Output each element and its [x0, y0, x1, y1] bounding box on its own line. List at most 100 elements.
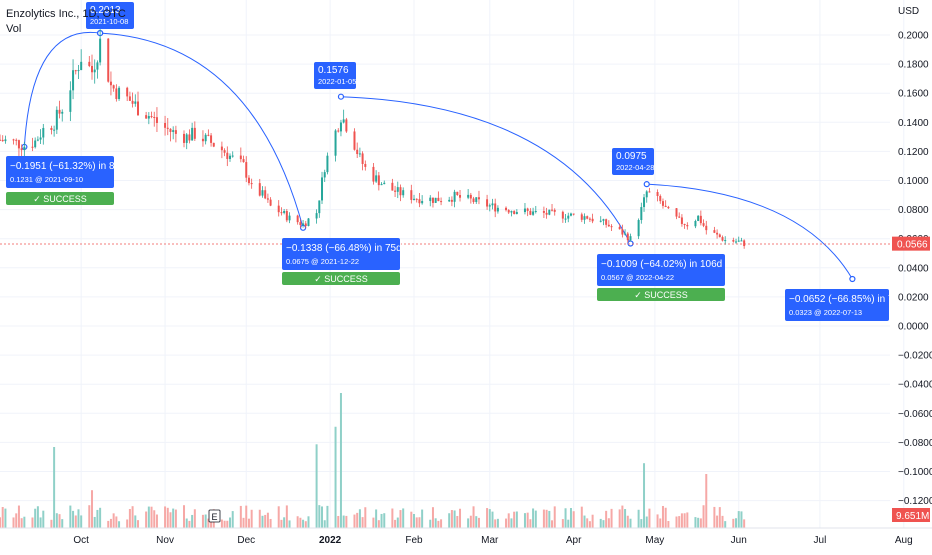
volume-bar — [421, 509, 424, 528]
volume-bar — [551, 520, 554, 528]
volume-bar — [339, 393, 342, 528]
candle-body — [183, 133, 186, 143]
candle-body — [296, 215, 299, 223]
candle-body — [572, 213, 575, 215]
volume-bar — [377, 520, 380, 528]
volume-bar — [353, 514, 356, 528]
projection-anchor-point[interactable] — [643, 181, 650, 188]
drawdown-result-box[interactable] — [282, 238, 400, 270]
time-tick-label: Nov — [156, 535, 174, 546]
candle-body — [605, 219, 608, 225]
volume-bar — [469, 515, 472, 528]
volume-bar — [542, 509, 545, 528]
volume-bar — [188, 520, 191, 528]
drawdown-target-text: 0.1231 @ 2021-09-10 — [10, 175, 83, 184]
candle-body — [42, 127, 45, 138]
drawdown-result-text: −0.1951 (−61.32%) in 88d — [10, 161, 126, 172]
candle-body — [440, 201, 443, 203]
volume-bar — [50, 519, 53, 528]
candle-body — [624, 233, 627, 235]
success-badge-text: ✓ SUCCESS — [314, 274, 368, 284]
drawdown-result-box[interactable] — [597, 254, 725, 286]
candle-body — [637, 220, 640, 237]
candle-body — [375, 175, 378, 182]
projection-target-point[interactable] — [627, 240, 634, 247]
volume-bar — [191, 514, 194, 528]
volume-bar — [131, 506, 134, 528]
candle-body — [153, 116, 156, 118]
candle-body — [529, 210, 532, 215]
candle-body — [515, 212, 518, 215]
volume-bar — [456, 515, 459, 528]
peak-label-box[interactable] — [86, 2, 134, 29]
candle-body — [645, 191, 648, 198]
candle-body — [532, 211, 535, 215]
candle-body — [507, 210, 510, 213]
candle-body — [323, 172, 326, 178]
volume-bar — [618, 509, 621, 528]
candle-body — [193, 127, 196, 139]
volume-bar — [174, 509, 177, 528]
candle-body — [361, 153, 364, 164]
volume-bar — [680, 513, 683, 528]
candle-body — [172, 130, 175, 132]
volume-bar — [145, 511, 148, 528]
candle-body — [210, 135, 213, 143]
volume-bar — [118, 521, 121, 528]
volume-bar — [1, 507, 4, 528]
volume-bar — [431, 507, 434, 528]
volume-bar — [153, 510, 156, 528]
volume-bar — [621, 505, 624, 528]
candle-body — [510, 211, 513, 213]
candle-body — [699, 215, 702, 224]
candle-body — [456, 191, 459, 196]
drawdown-result-box[interactable] — [785, 289, 889, 321]
volume-bar — [732, 518, 735, 528]
candle-body — [599, 220, 602, 222]
candle-body — [415, 198, 418, 200]
earnings-marker-icon[interactable] — [208, 509, 221, 523]
volume-bar — [513, 511, 516, 528]
volume-bar — [183, 505, 186, 528]
volume-bar — [721, 515, 724, 528]
peak-price-text: 0.2013 — [90, 5, 121, 16]
price-tick-label: 0.0200 — [898, 292, 929, 303]
candle-body — [494, 203, 497, 212]
volume-bar — [326, 505, 329, 528]
candle-body — [137, 101, 140, 116]
last-price-badge — [892, 236, 930, 251]
candle-body — [467, 194, 470, 198]
drawdown-projection-curve — [340, 96, 631, 244]
peak-label-box[interactable] — [314, 62, 356, 89]
volume-bar — [410, 511, 413, 528]
volume-bar — [659, 518, 662, 528]
candle-body — [264, 190, 267, 199]
volume-bar — [39, 517, 42, 528]
volume-bar — [172, 508, 175, 528]
volume-bar — [648, 508, 651, 528]
projection-target-point[interactable] — [849, 275, 856, 283]
volume-bar — [109, 518, 112, 528]
drawdown-result-box[interactable] — [6, 156, 114, 188]
projection-anchor-point[interactable] — [337, 93, 345, 100]
volume-bar — [515, 511, 518, 528]
volume-bar — [572, 511, 575, 528]
volume-bar — [239, 505, 242, 528]
volume-bar — [391, 508, 394, 528]
candle-body — [131, 100, 134, 104]
candle-body — [437, 197, 440, 202]
candle-body — [450, 199, 453, 202]
peak-label-box[interactable] — [612, 148, 654, 175]
volume-bar — [529, 519, 532, 528]
candle-body — [191, 127, 194, 141]
candle-body — [356, 149, 359, 155]
candle-body — [702, 223, 705, 226]
candle-body — [226, 152, 229, 159]
volume-bar — [126, 519, 129, 528]
volume-bar — [264, 514, 267, 528]
candle-body — [396, 187, 399, 192]
candle-body — [107, 38, 110, 82]
candle-body — [667, 206, 670, 209]
